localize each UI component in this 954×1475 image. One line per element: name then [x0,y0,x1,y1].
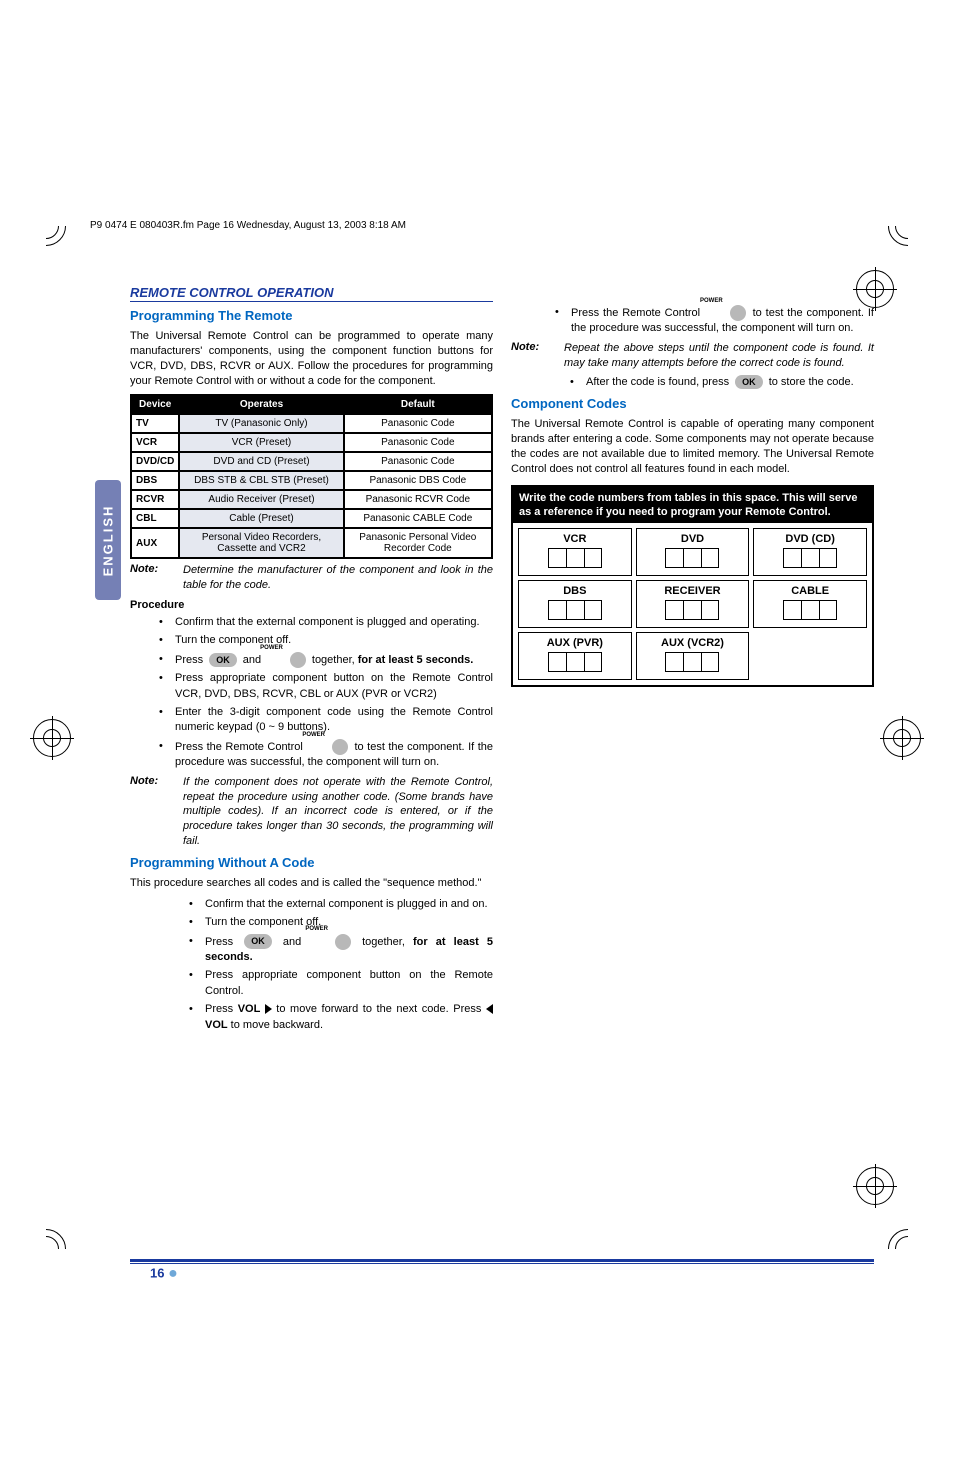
ok-button-icon: OK [244,934,272,949]
crop-mark-tr [888,206,928,246]
cell-vcr: VCR [518,528,632,576]
note3: Note: Repeat the above steps until the co… [511,341,874,371]
proc-item: Press the Remote Control POWER to test t… [571,305,874,337]
language-tab: ENGLISH [95,480,121,600]
proc-item: Press appropriate component button on th… [175,671,493,702]
cell-dbs: DBS [518,580,632,628]
nocode-intro: This procedure searches all codes and is… [130,876,493,891]
crop-mark-br [888,1229,928,1269]
power-label: POWER [302,732,325,738]
proc-item: Enter the 3-digit component code using t… [175,705,493,736]
header-line: P9 0474 E 080403R.fm Page 16 Wednesday, … [90,220,406,231]
power-label: POWER [260,645,283,651]
ok-button-icon: OK [209,653,237,668]
proc-item: Press VOL to move forward to the next co… [205,1002,493,1033]
row-aux-d: AUX [131,528,179,558]
cell-dvdcd: DVD (CD) [753,528,867,576]
note1: Note: Determine the manufacturer of the c… [130,563,493,593]
proc-item: Turn the component off. [175,633,493,648]
power-button-icon [332,739,348,755]
row-cbl-d: CBL [131,509,179,528]
procedure-list: Confirm that the external component is p… [130,615,493,771]
footer-bar [130,1259,874,1262]
proc-item: Turn the component off. [205,915,493,930]
procedure2-list: Confirm that the external component is p… [130,897,493,1033]
registration-mark-right [883,719,921,757]
left-arrow-icon [486,1004,493,1014]
crop-mark-bl [26,1229,66,1269]
proc-item: Confirm that the external component is p… [205,897,493,912]
power-label: POWER [305,926,328,932]
note2-text: If the component does not operate with t… [183,775,493,849]
h2-nocode: Programming Without A Code [130,855,493,870]
proc-item: Press OK and POWER together, for at leas… [205,934,493,966]
device-table: DeviceOperatesDefault TVTV (Panasonic On… [130,394,493,559]
language-tab-label: ENGLISH [101,504,116,576]
code-box-body: VCR DVD DVD (CD) DBS RECEIVER CABLE AUX … [513,523,872,685]
power-button-icon [290,652,306,668]
note1-text: Determine the manufacturer of the compon… [183,563,493,593]
row-dvd-d: DVD/CD [131,452,179,471]
right-proc-list2: After the code is found, press OK to sto… [511,375,874,391]
row-dvd-o: DVD and CD (Preset) [179,452,343,471]
proc-item: After the code is found, press OK to sto… [586,375,874,391]
section-heading: REMOTE CONTROL OPERATION [130,285,493,302]
note2-label: Note: [130,775,175,849]
h2-programming: Programming The Remote [130,308,493,323]
th-operates: Operates [179,395,343,414]
cell-receiver: RECEIVER [636,580,750,628]
right-column: Press the Remote Control POWER to test t… [511,285,874,1275]
row-rcvr-o: Audio Receiver (Preset) [179,490,343,509]
right-proc-list: Press the Remote Control POWER to test t… [511,305,874,337]
cell-auxvcr2: AUX (VCR2) [636,632,750,680]
row-cbl-o: Cable (Preset) [179,509,343,528]
codes-intro: The Universal Remote Control is capable … [511,417,874,476]
power-button-icon [335,934,351,950]
left-column: REMOTE CONTROL OPERATION Programming The… [130,285,493,1275]
row-aux-o: Personal Video Recorders, Cassette and V… [179,528,343,558]
registration-mark-left [33,719,71,757]
proc-item: Press OK and POWER together, for at leas… [175,652,493,668]
code-box: Write the code numbers from tables in th… [511,485,874,688]
th-device: Device [131,395,179,414]
code-box-head: Write the code numbers from tables in th… [513,487,872,524]
row-dbs-o: DBS STB & CBL STB (Preset) [179,471,343,490]
note3-text: Repeat the above steps until the compone… [564,341,874,371]
row-rcvr-f: Panasonic RCVR Code [344,490,492,509]
power-label: POWER [700,298,723,304]
page-number: 16 ● [150,1265,178,1283]
row-vcr-f: Panasonic Code [344,433,492,452]
cell-auxpvr: AUX (PVR) [518,632,632,680]
th-default: Default [344,395,492,414]
cell-cable: CABLE [753,580,867,628]
row-tv-o: TV (Panasonic Only) [179,414,343,433]
row-rcvr-d: RCVR [131,490,179,509]
note3-label: Note: [511,341,556,371]
cell-dvd: DVD [636,528,750,576]
h2-codes: Component Codes [511,396,874,411]
row-cbl-f: Panasonic CABLE Code [344,509,492,528]
row-tv-d: TV [131,414,179,433]
row-dvd-f: Panasonic Code [344,452,492,471]
proc-item: Press appropriate component button on th… [205,968,493,999]
right-arrow-icon [265,1004,272,1014]
intro-text: The Universal Remote Control can be prog… [130,329,493,388]
row-aux-f: Panasonic Personal Video Recorder Code [344,528,492,558]
row-vcr-o: VCR (Preset) [179,433,343,452]
proc-item: Confirm that the external component is p… [175,615,493,630]
row-dbs-f: Panasonic DBS Code [344,471,492,490]
ok-button-icon: OK [735,375,763,390]
page-content: REMOTE CONTROL OPERATION Programming The… [130,285,874,1275]
crop-mark-tl [26,206,66,246]
procedure-heading: Procedure [130,599,493,611]
proc-item: Press the Remote Control POWER to test t… [175,739,493,771]
cell-empty [753,632,867,680]
note2: Note:If the component does not operate w… [130,775,493,849]
row-tv-f: Panasonic Code [344,414,492,433]
row-dbs-d: DBS [131,471,179,490]
power-button-icon [730,305,746,321]
note1-label: Note: [130,563,175,593]
row-vcr-d: VCR [131,433,179,452]
